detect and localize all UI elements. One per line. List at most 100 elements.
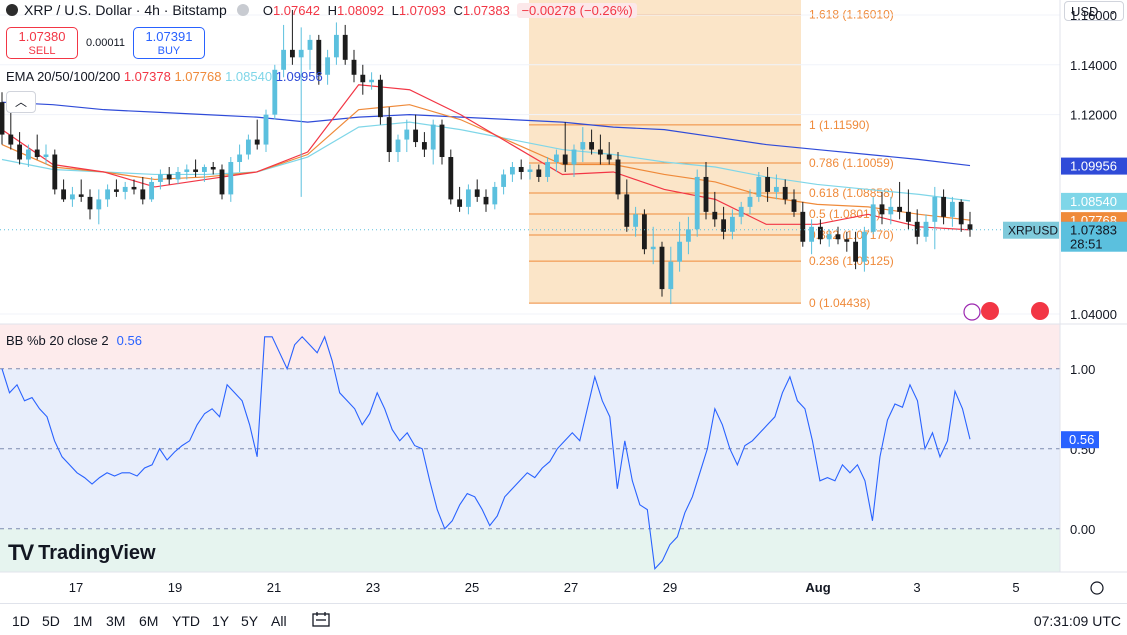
current-price-text: 1.07383 bbox=[1070, 223, 1117, 238]
candle bbox=[835, 226, 841, 245]
candle-body bbox=[157, 174, 163, 182]
candle-body bbox=[228, 162, 234, 195]
candle bbox=[254, 119, 260, 150]
ema-legend[interactable]: EMA 20/50/100/200 1.07378 1.07768 1.0854… bbox=[6, 69, 323, 84]
candle bbox=[738, 201, 744, 225]
candle-body bbox=[677, 241, 683, 262]
candle bbox=[536, 164, 542, 182]
market-status-icon[interactable] bbox=[236, 4, 249, 16]
candle bbox=[96, 189, 102, 225]
price-change: −0.00278 (−0.26%) bbox=[517, 2, 637, 18]
candle bbox=[941, 189, 947, 225]
candle-body bbox=[844, 239, 850, 242]
candle-body bbox=[421, 142, 427, 150]
symbol-title[interactable]: XRP / U.S. Dollar · 4h · Bitstamp bbox=[24, 2, 227, 18]
candle bbox=[826, 229, 832, 247]
candle-body bbox=[465, 189, 471, 207]
candle-body bbox=[166, 174, 172, 180]
fib-zone-upper bbox=[529, 0, 801, 304]
candle bbox=[245, 134, 251, 160]
candle-body bbox=[703, 176, 709, 212]
ema200-line bbox=[1, 101, 971, 167]
candle bbox=[624, 179, 630, 232]
candle-body bbox=[272, 69, 278, 115]
timeframe-5y[interactable]: 5Y bbox=[241, 613, 259, 629]
candle bbox=[518, 159, 524, 180]
time-axis-tick: 25 bbox=[465, 580, 479, 595]
candle bbox=[756, 171, 762, 202]
candle bbox=[527, 164, 533, 180]
chevron-up-icon[interactable]: ︿ bbox=[6, 91, 36, 113]
candle-body bbox=[562, 154, 568, 165]
candle bbox=[34, 134, 40, 160]
candle bbox=[386, 107, 392, 162]
candle bbox=[465, 184, 471, 215]
candle-body bbox=[826, 234, 832, 240]
candle-body bbox=[289, 49, 295, 58]
sell-button[interactable]: 1.07380 SELL bbox=[6, 27, 78, 59]
candle-body bbox=[149, 181, 155, 200]
utc-clock[interactable]: 07:31:09 UTC bbox=[1033, 613, 1121, 629]
candle-body bbox=[580, 142, 586, 150]
candle-body bbox=[923, 221, 929, 237]
calendar-icon[interactable] bbox=[312, 611, 330, 627]
candle-body bbox=[765, 176, 771, 192]
candle bbox=[184, 164, 190, 180]
ohlc-values: O1.07642 H1.08092 L1.07093 C1.07383 −0.0… bbox=[263, 2, 637, 18]
candle-body bbox=[738, 206, 744, 217]
timeframe-3m[interactable]: 3M bbox=[106, 613, 126, 629]
candle-body bbox=[201, 166, 207, 172]
candle-body bbox=[140, 189, 146, 200]
ema20-line bbox=[1, 84, 971, 231]
candle bbox=[562, 122, 568, 172]
candle bbox=[377, 74, 383, 125]
currency-selector[interactable]: USD ⌄ bbox=[1064, 1, 1124, 21]
bb-legend[interactable]: BB %b 20 close 2 0.56 bbox=[6, 333, 142, 348]
symbol-tag-text: XRPUSD bbox=[1008, 224, 1058, 238]
candle bbox=[773, 174, 779, 200]
candle bbox=[897, 181, 903, 220]
timeframe-1m[interactable]: 1M bbox=[73, 613, 93, 629]
ema50-line bbox=[1, 104, 971, 221]
candle-body bbox=[571, 149, 577, 165]
time-axis-tick: 27 bbox=[564, 580, 578, 595]
candle bbox=[298, 27, 304, 197]
candle-body bbox=[298, 49, 304, 58]
time-axis-tick: 29 bbox=[663, 580, 677, 595]
us-flag-icon bbox=[1031, 302, 1049, 320]
buy-button[interactable]: 1.07391 BUY bbox=[132, 27, 205, 59]
candle-body bbox=[501, 174, 507, 187]
candle-body bbox=[34, 149, 40, 158]
candle bbox=[316, 34, 322, 85]
candle bbox=[342, 24, 348, 65]
timeframe-5d[interactable]: 5D bbox=[42, 613, 60, 629]
candle bbox=[509, 162, 515, 182]
candle bbox=[369, 72, 375, 90]
candle bbox=[923, 214, 929, 242]
candle bbox=[844, 231, 850, 252]
timeframe-ytd[interactable]: YTD bbox=[172, 613, 200, 629]
candle-body bbox=[712, 211, 718, 220]
timeframe-6m[interactable]: 6M bbox=[139, 613, 159, 629]
candle bbox=[932, 186, 938, 250]
candle bbox=[589, 129, 595, 155]
candle-body bbox=[439, 124, 445, 158]
candle-body bbox=[263, 114, 269, 145]
candle-body bbox=[800, 211, 806, 242]
candle-body bbox=[967, 224, 973, 230]
candle-body bbox=[668, 261, 674, 290]
candle bbox=[782, 179, 788, 205]
candle-body bbox=[685, 229, 691, 242]
candle bbox=[272, 64, 278, 120]
fib-level-label: 0.5 (1.08014) bbox=[809, 207, 880, 221]
candle bbox=[861, 226, 867, 272]
candle bbox=[237, 144, 243, 172]
candle-body bbox=[78, 194, 84, 197]
candle-body bbox=[897, 206, 903, 212]
timeframe-1y[interactable]: 1Y bbox=[212, 613, 230, 629]
candle bbox=[703, 162, 709, 220]
price-axis-tick: 1.14000 bbox=[1070, 58, 1117, 73]
timeframe-1d[interactable]: 1D bbox=[12, 613, 30, 629]
timeframe-all[interactable]: All bbox=[271, 613, 287, 629]
